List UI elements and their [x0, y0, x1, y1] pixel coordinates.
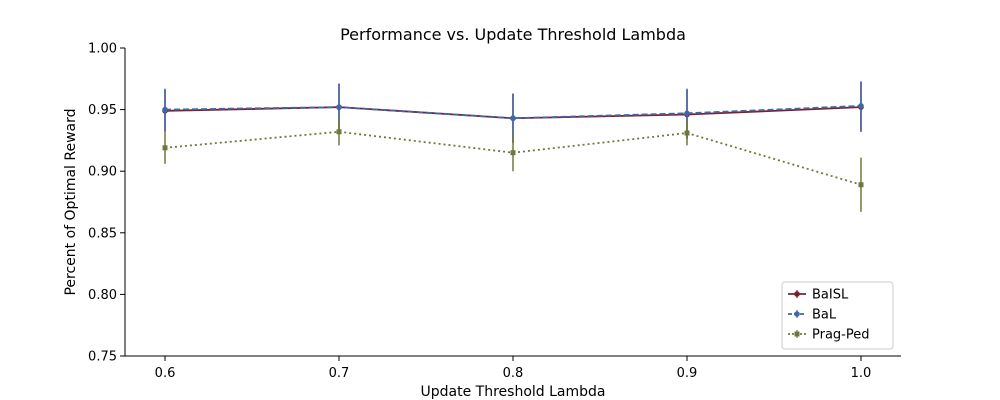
y-tick-label: 0.85 [88, 226, 117, 241]
chart-title: Performance vs. Update Threshold Lambda [340, 25, 686, 44]
data-point [162, 145, 168, 151]
series-layer [162, 81, 864, 212]
data-point [510, 150, 516, 156]
x-tick-label: 0.7 [329, 366, 350, 381]
legend-item: BaISL [788, 288, 849, 303]
x-tick-label: 1.0 [851, 366, 872, 381]
legend-marker [794, 331, 800, 337]
legend-label: BaISL [812, 288, 849, 303]
data-point [162, 106, 168, 113]
legend-item: BaL [788, 308, 837, 323]
series-line [165, 105, 862, 120]
legend-marker [794, 291, 800, 297]
series-prag-ped [162, 118, 864, 212]
y-tick-label: 0.75 [88, 350, 117, 365]
y-tick-label: 1.00 [88, 42, 117, 57]
x-axis-title: Update Threshold Lambda [421, 384, 606, 400]
data-point [336, 129, 342, 135]
legend-box [781, 281, 894, 350]
legend: BaISL BaL Prag-Ped [781, 281, 894, 350]
y-tick-label: 0.80 [88, 288, 117, 303]
series-line [164, 130, 862, 186]
x-ticks: 0.6 0.7 0.8 0.9 1.0 [155, 356, 872, 381]
y-tick-label: 0.95 [88, 103, 117, 118]
y-ticks: 0.75 0.80 0.85 0.90 0.95 1.00 [88, 42, 125, 365]
data-point [858, 103, 864, 109]
legend-marker [794, 311, 800, 317]
data-point [858, 182, 864, 188]
data-point [336, 104, 342, 110]
y-tick-label: 0.90 [88, 165, 117, 180]
legend-label: BaL [812, 308, 837, 323]
x-tick-label: 0.6 [155, 366, 176, 381]
x-tick-label: 0.8 [503, 366, 524, 381]
data-point [684, 110, 690, 117]
legend-label: Prag-Ped [812, 328, 870, 343]
data-point [684, 130, 690, 136]
data-point [510, 115, 516, 122]
legend-item: Prag-Ped [788, 328, 870, 343]
y-axis-title: Percent of Optimal Reward [63, 108, 79, 295]
x-tick-label: 0.9 [677, 366, 698, 381]
